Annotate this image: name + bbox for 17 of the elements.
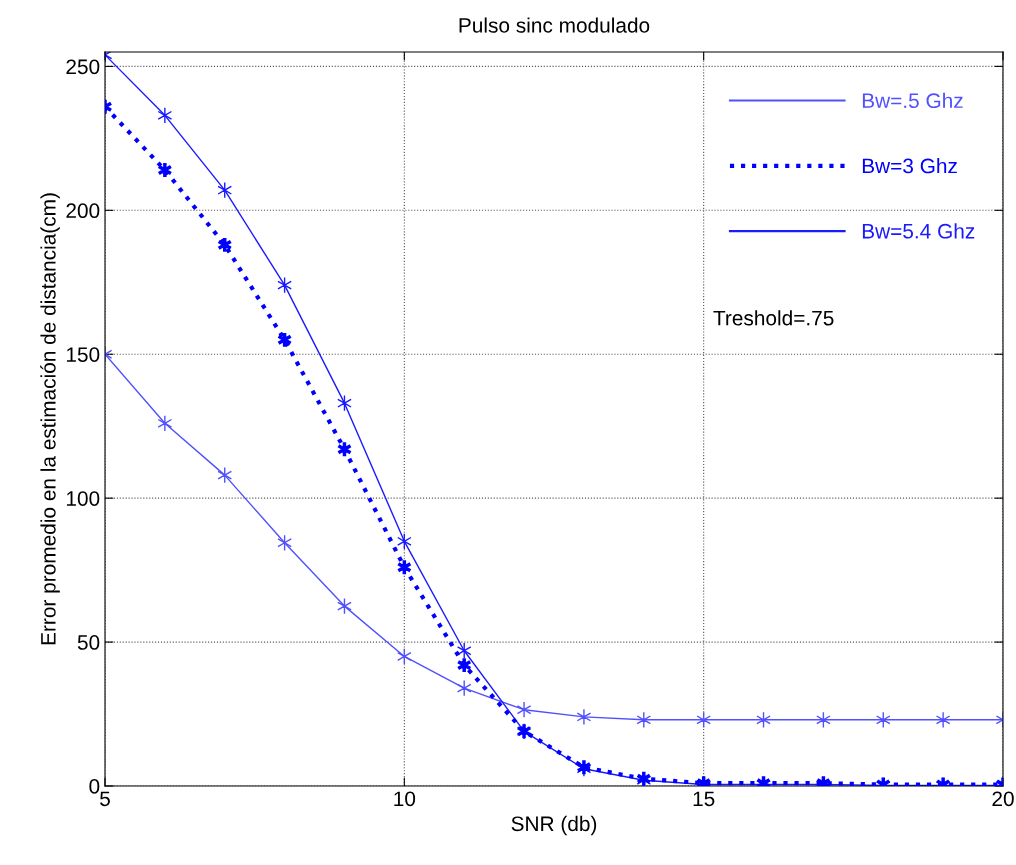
y-tick-label: 200: [66, 203, 100, 219]
text: Bw=.5 Ghz: [862, 92, 963, 109]
x-tick-label: 5: [100, 791, 110, 807]
y-tick-label: 100: [66, 491, 100, 506]
text: Bw=3 Ghz: [862, 158, 957, 174]
y-tick-label: 250: [66, 59, 100, 75]
text: Bw=5.4 Ghz: [862, 223, 975, 239]
x-tick-label: 20: [992, 791, 1014, 807]
y-tick-label: 0: [89, 779, 100, 794]
x-tick-label: 15: [693, 791, 715, 807]
annotation: Treshold=.75: [713, 310, 834, 326]
chart-title: Pulso sinc modulado: [459, 17, 650, 33]
x-axis-title: SNR (db): [511, 815, 597, 836]
y-tick-label: 150: [66, 347, 100, 362]
x-tick-label: 10: [394, 791, 416, 807]
y-tick-label: 50: [77, 635, 100, 650]
y-axis-title: Error promedio en la estimación de distancia(cm): [40, 193, 60, 645]
